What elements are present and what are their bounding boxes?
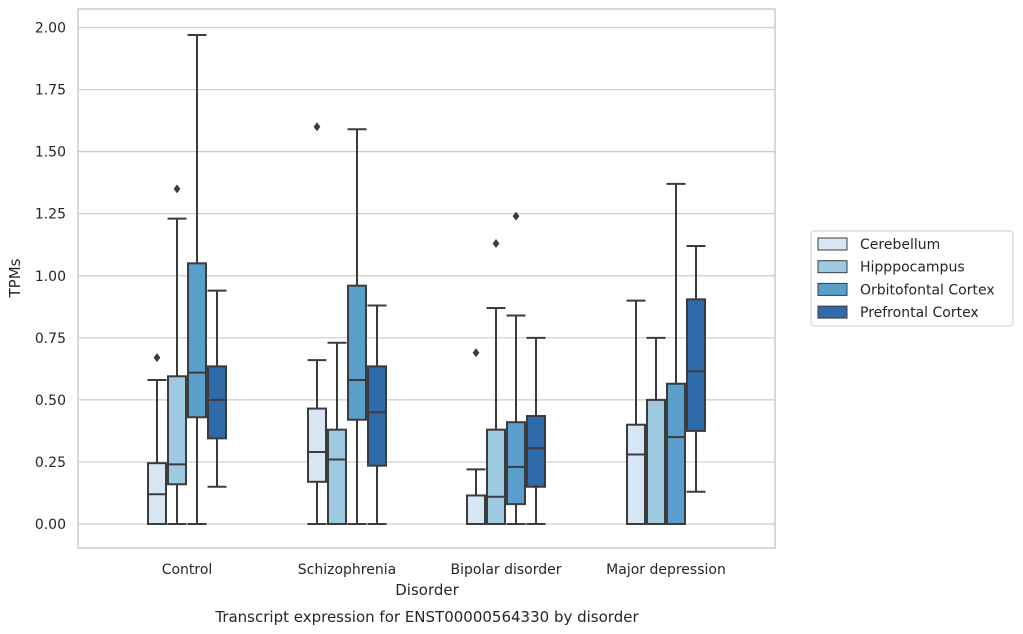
y-tick-label: 1.75 [35, 83, 66, 99]
outlier-point [512, 211, 520, 221]
box-body [506, 421, 526, 506]
box-body [167, 375, 187, 486]
legend-frame [810, 230, 1014, 327]
legend-swatch [817, 282, 848, 296]
box-orbitofontal-cortex [506, 211, 526, 525]
outlier-point [153, 353, 161, 363]
outlier-point [472, 348, 480, 358]
box-body [347, 284, 367, 421]
box-hipppocampus [646, 336, 666, 525]
y-tick-label: 0.75 [35, 331, 66, 347]
y-tick-label: 1.50 [35, 145, 66, 161]
box-orbitofontal-cortex [666, 182, 686, 525]
legend-label: Prefrontal Cortex [860, 305, 979, 321]
y-tick-label: 0.50 [35, 393, 66, 409]
box-orbitofontal-cortex [347, 128, 367, 525]
legend-swatch [817, 260, 848, 274]
box-cerebellum [626, 299, 646, 526]
plot-frame [77, 8, 776, 549]
box-body [367, 365, 387, 467]
y-axis-label: TPMs [6, 258, 24, 298]
box-body [486, 428, 506, 526]
box-body [466, 494, 486, 526]
box-body [327, 428, 347, 526]
box-cerebellum [307, 122, 327, 525]
box-hipppocampus [486, 238, 506, 526]
y-tick-label: 0.25 [35, 455, 66, 471]
box-prefrontal-cortex [526, 336, 546, 525]
legend: Cerebellum Hipppocampus Orbitofontal Corte… [810, 230, 1014, 327]
box-prefrontal-cortex [367, 304, 387, 525]
box-body [187, 262, 207, 419]
y-tick-label: 1.00 [35, 269, 66, 285]
box-body [207, 365, 227, 440]
outlier-point [313, 122, 321, 132]
y-tick-label: 1.25 [35, 207, 66, 223]
x-tick-label: Major depression [606, 562, 726, 578]
box-hipppocampus [167, 184, 187, 525]
box-body [646, 398, 666, 525]
x-tick-label: Schizophrenia [298, 562, 396, 578]
y-tick-labels: 0.00 0.25 0.50 0.75 1.00 1.25 1.50 1.75 2.00 [35, 21, 66, 534]
box-hipppocampus [327, 341, 347, 526]
outlier-point [173, 184, 181, 194]
y-tick-label: 2.00 [35, 21, 66, 37]
x-tick-labels: Control Schizophrenia Bipolar disorder Majo… [162, 562, 726, 578]
box-body [686, 298, 706, 432]
x-tick-label: Bipolar disorder [450, 562, 561, 578]
box-body [666, 382, 686, 525]
box-prefrontal-cortex [686, 244, 706, 493]
box-body [307, 407, 327, 483]
x-axis-label: Disorder [395, 581, 459, 599]
outlier-point [492, 238, 500, 248]
legend-label: Cerebellum [860, 237, 940, 253]
box-orbitofontal-cortex [187, 33, 207, 525]
legend-label: Orbitofontal Cortex [860, 282, 995, 298]
legend-swatch [817, 305, 848, 319]
x-tick-label: Control [162, 562, 213, 578]
y-tick-label: 0.00 [35, 517, 66, 533]
legend-label: Hipppocampus [860, 260, 965, 276]
box-cerebellum [147, 353, 167, 525]
legend-swatch [817, 237, 848, 251]
box-prefrontal-cortex [207, 289, 227, 488]
box-body [626, 423, 646, 526]
chart-title: Transcript expression for ENST0000056433… [214, 608, 639, 626]
box-body [526, 415, 546, 488]
box-plots [147, 33, 706, 526]
box-cerebellum [466, 348, 486, 526]
